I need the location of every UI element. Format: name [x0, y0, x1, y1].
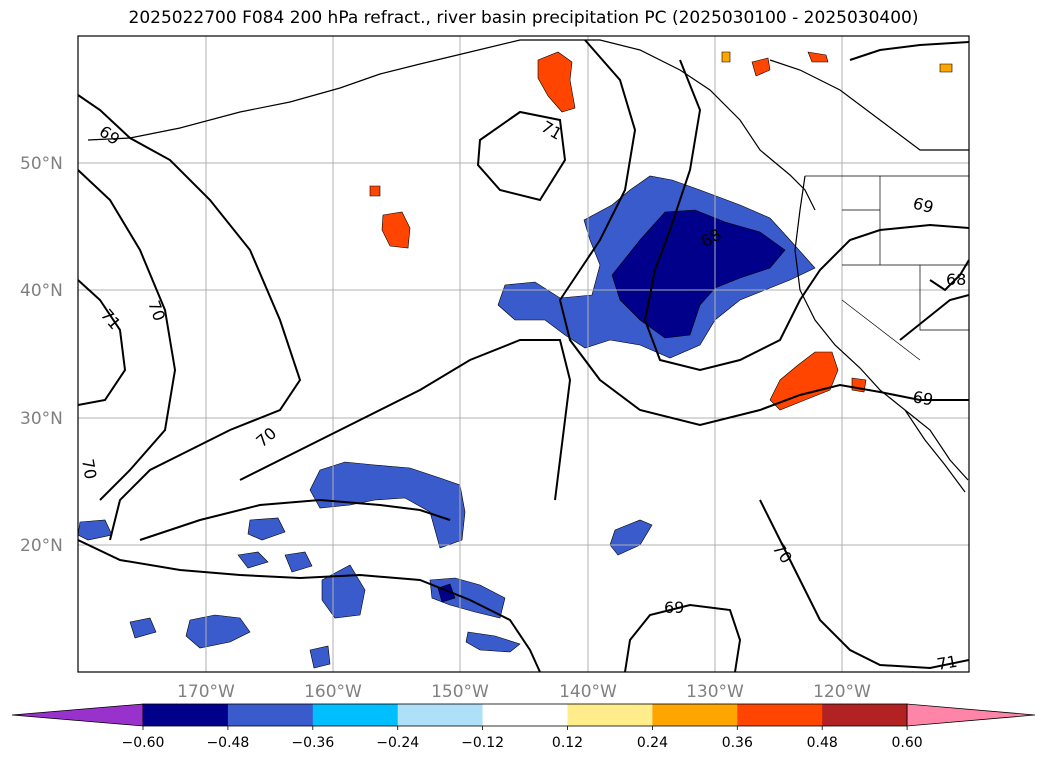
- contour-label: 69: [664, 598, 684, 617]
- colorbar-border: [142, 703, 908, 727]
- colorbar-segment: [227, 704, 314, 726]
- colorbar-segment: [482, 704, 568, 726]
- contour-68-east: [929, 259, 969, 292]
- contour-69-west: [78, 94, 302, 541]
- colorbar-segment: [652, 704, 738, 726]
- map-frame: [77, 35, 970, 673]
- colorbar-tick-label: 0.60: [892, 735, 923, 751]
- negative-region-subtropical-5: [247, 517, 286, 541]
- coastline-north-america-west: [794, 175, 966, 493]
- contour-70-southeast: [759, 499, 969, 670]
- border-state-3: [841, 299, 921, 361]
- latitude-labels: 50°N 40°N 30°N 20°N: [20, 154, 63, 556]
- colorbar-tick-label: −0.36: [291, 735, 334, 751]
- colorbar-tick-label: −0.48: [206, 735, 249, 751]
- coastline-alaska: [87, 39, 816, 211]
- contour-southeast-small: [899, 294, 969, 341]
- graticule: [78, 36, 969, 672]
- lat-label-40n: 40°N: [20, 281, 63, 301]
- contour-label: 71: [935, 652, 958, 674]
- contour-main-trough: [558, 39, 969, 427]
- negative-core-northeast-pacific: [611, 209, 786, 339]
- colorbar-segment: [143, 704, 229, 726]
- border-state-4: [919, 265, 969, 331]
- colorbar-segment: [822, 704, 908, 726]
- positive-region-small-2: [807, 51, 829, 63]
- lon-label-140w: 140°W: [559, 682, 617, 702]
- coastline-inland-alaska: [769, 59, 969, 151]
- negative-region-subtropical-10: [237, 551, 269, 569]
- colorbar-tick-label: −0.12: [461, 735, 504, 751]
- lat-label-20n: 20°N: [20, 536, 63, 556]
- lon-label-130w: 130°W: [686, 682, 744, 702]
- colorbar-tick-label: 0.12: [552, 735, 583, 751]
- coastlines: [87, 39, 969, 493]
- contour-68: [643, 59, 969, 372]
- colorbar-tick-label: −0.60: [122, 735, 165, 751]
- baja-california: [904, 409, 969, 481]
- refractivity-contours: [78, 39, 969, 672]
- lat-label-30n: 30°N: [20, 409, 63, 429]
- positive-region-small-1: [751, 57, 771, 77]
- political-borders: [805, 175, 969, 361]
- positive-region-central-pacific: [381, 211, 411, 249]
- colorbar-tick-label: 0.48: [807, 735, 838, 751]
- lon-label-150w: 150°W: [431, 682, 489, 702]
- contour-70-west: [78, 169, 177, 501]
- colorbar-tick-label: −0.24: [376, 735, 419, 751]
- colorbar-segment: [737, 704, 823, 726]
- chart-title: 2025022700 F084 200 hPa refract., river …: [128, 8, 919, 28]
- colorbar: −0.60 −0.48 −0.36 −0.24 −0.12 0.12 0.24 0.36 0.4…: [11, 703, 1036, 751]
- negative-region-subtropical-11: [284, 551, 313, 573]
- contour-71-west: [78, 279, 127, 406]
- colorbar-tick-label: 0.36: [722, 735, 753, 751]
- negative-region-subtropical-8: [465, 631, 521, 653]
- contour-subtropical-ridge: [78, 539, 541, 672]
- lon-label-120w: 120°W: [813, 682, 871, 702]
- contour-label: 68: [946, 270, 966, 289]
- positive-region-small-5: [721, 51, 731, 63]
- contour-71-closed: [476, 110, 567, 202]
- positive-region-gulf-of-alaska: [537, 51, 576, 113]
- colorbar-tick-label: 0.24: [637, 735, 668, 751]
- positive-region-off-california: [769, 351, 839, 411]
- colorbar-segment: [397, 704, 484, 726]
- negative-region-subtropical-4: [185, 614, 251, 649]
- contour-far-east: [849, 41, 969, 61]
- positive-region-small-4: [369, 185, 381, 197]
- lon-label-170w: 170°W: [177, 682, 235, 702]
- negative-region-subtropical-1: [309, 461, 466, 549]
- map-area: [78, 36, 969, 672]
- positive-region-small-6: [939, 63, 953, 73]
- colorbar-segment: [567, 704, 653, 726]
- lon-label-160w: 160°W: [304, 682, 362, 702]
- colorbar-extend-high: [906, 703, 1036, 727]
- negative-region-subtropical-9: [129, 617, 157, 639]
- lat-label-50n: 50°N: [20, 154, 63, 174]
- colorbar-extend-low: [11, 703, 144, 727]
- contour-label: 69: [911, 194, 936, 218]
- colorbar-segment: [312, 704, 399, 726]
- contour-70-center: [239, 339, 572, 501]
- contour-69-south: [624, 603, 742, 672]
- longitude-labels: 170°W 160°W 150°W 140°W 130°W 120°W: [177, 682, 871, 702]
- contour-69-center: [139, 498, 451, 541]
- contour-label: 70: [78, 457, 100, 480]
- negative-region-subtropical-12: [309, 645, 331, 669]
- contour-label: 69: [911, 387, 934, 409]
